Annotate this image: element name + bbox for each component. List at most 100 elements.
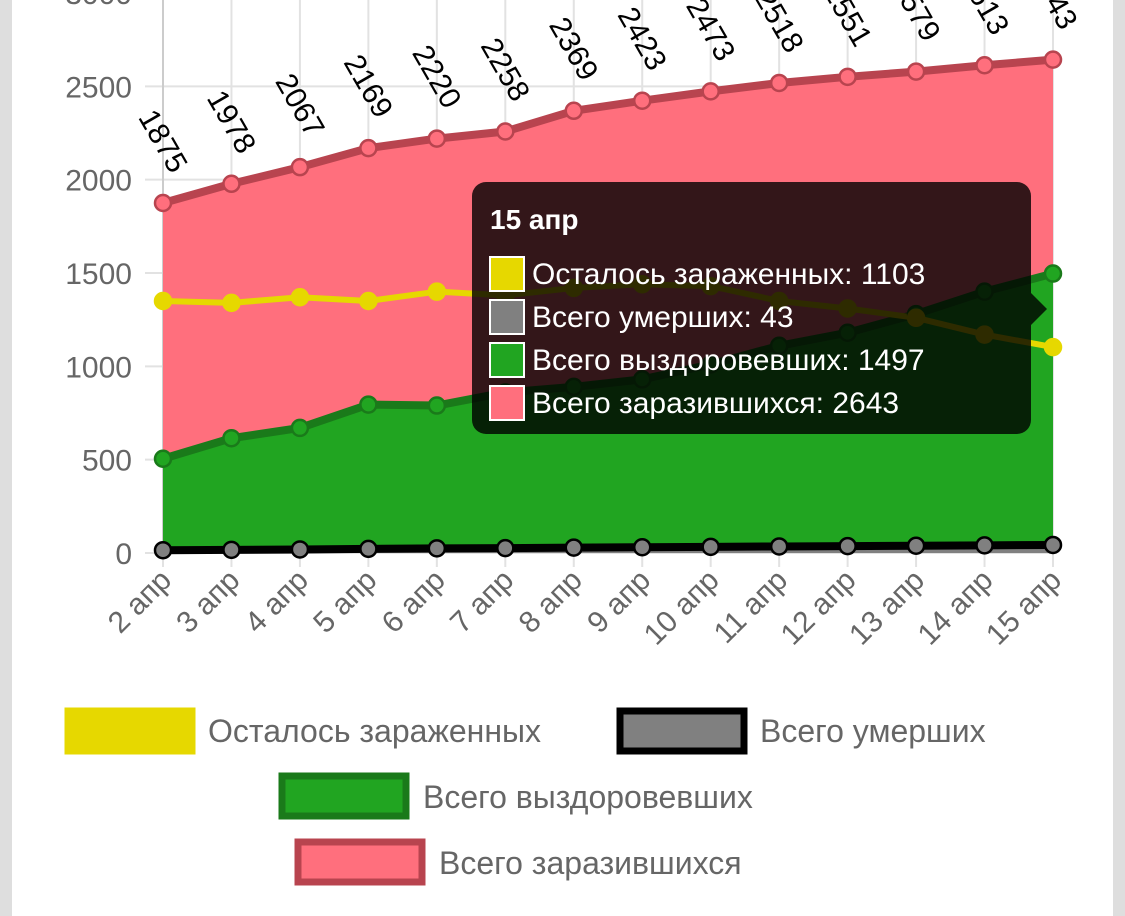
y-tick-label: 1000 [65,351,132,384]
tooltip-caret [1031,293,1047,325]
data-label: 1875 [132,104,194,178]
point-total-recovered [290,418,310,438]
point-total-recovered [1043,264,1063,283]
x-tick-label: 2 апр [102,564,178,640]
tooltip-swatch [489,342,525,378]
data-label: 2473 [679,0,741,67]
x-tick-label: 13 апр [843,564,931,652]
left-frame-border [0,0,12,916]
point-total-infected [290,157,310,177]
y-tick-label: 3000 [65,0,132,11]
point-total-infected [769,73,789,93]
tooltip-box [472,182,1031,434]
point-total-infected [906,62,926,81]
point-total-infected [222,174,241,194]
x-tick-label: 3 апр [170,564,246,640]
legend-label: Всего умерших [760,713,986,749]
y-tick-label: 2500 [65,71,132,104]
point-infected-remaining [153,291,173,311]
tooltip-line: Всего выздоровевших: 1497 [532,344,925,377]
tooltip-swatch [489,256,525,292]
legend-swatch [616,707,748,755]
x-tick-label: 8 апр [513,564,589,640]
point-total-recovered [359,395,378,414]
point-total-infected [496,122,515,141]
point-infected-remaining [427,282,447,301]
tooltip-title: 15 апр [490,204,579,235]
line-total-dead [162,540,1054,555]
data-label: 2613 [953,0,1015,41]
data-label: 2579 [885,0,947,47]
point-total-infected [632,91,652,110]
point-total-dead [975,536,994,555]
point-total-dead [359,539,378,559]
x-tick-label: 10 апр [638,564,726,652]
x-tick-label: 4 апр [239,564,315,640]
legend-swatch [294,838,426,886]
data-label: 2643 [1022,0,1084,35]
point-infected-remaining [359,291,378,311]
y-tick-label: 0 [115,538,132,571]
data-label: 2220 [405,40,467,114]
data-label: 2369 [542,12,604,86]
point-total-infected [838,67,857,87]
point-infected-remaining [222,293,241,313]
data-label: 2067 [269,68,331,142]
point-total-infected [153,193,173,213]
right-frame-border [1113,0,1125,916]
x-tick-label: 15 апр [980,564,1068,652]
x-tick-label: 14 апр [912,564,1000,652]
point-total-infected [1043,50,1063,69]
point-infected-remaining [1043,337,1063,357]
x-tick-label: 7 апр [444,564,520,640]
tooltip-swatch [489,299,525,335]
point-total-recovered [222,428,241,448]
tooltip: 15 апр Осталось зараженных: 1103 Всего уме… [472,182,1047,434]
point-infected-remaining [290,288,310,307]
tooltip-swatch [489,385,525,421]
point-total-dead [564,538,584,557]
point-total-dead [701,537,720,557]
x-tick-label: 6 апр [376,564,452,640]
legend-swatch [64,707,196,755]
legend-label: Осталось зараженных [208,713,541,749]
point-total-dead [153,540,173,560]
legend-label: Всего выздоровевших [423,779,753,815]
data-label: 2423 [611,2,673,76]
y-tick-label: 2000 [65,165,132,198]
tooltip-line: Всего умерших: 43 [532,301,794,334]
data-label: 2551 [816,0,878,52]
point-total-dead [838,536,857,556]
data-label: 2518 [748,0,810,58]
point-total-infected [427,129,447,148]
point-total-infected [975,55,994,75]
point-total-recovered [153,449,173,468]
tooltip-line: Осталось зараженных: 1103 [532,258,925,291]
point-total-dead [290,540,310,559]
point-total-recovered [427,396,447,415]
x-tick-label: 12 апр [775,564,863,652]
data-label: 1978 [200,85,262,159]
x-tick-label: 11 апр [708,564,794,650]
point-total-dead [906,536,926,555]
line-total-infected [161,55,1054,207]
y-axis-ticks: 0 500 1000 1500 2000 2500 3000 [65,0,132,571]
y-tick-label: 500 [82,445,132,478]
tooltip-line: Всего заразившихся: 2643 [532,387,899,420]
legend-swatch [278,772,410,820]
point-total-dead [769,537,789,556]
point-total-dead [222,540,241,560]
point-total-dead [496,538,515,558]
point-total-dead [632,537,652,557]
x-tick-label: 5 апр [307,564,383,640]
point-total-infected [701,82,720,101]
legend-label: Всего заразившихся [439,845,742,881]
data-label: 2258 [474,33,536,107]
y-tick-label: 1500 [65,258,132,291]
point-total-dead [427,539,447,558]
point-total-infected [359,138,378,158]
point-total-dead [1043,535,1063,555]
